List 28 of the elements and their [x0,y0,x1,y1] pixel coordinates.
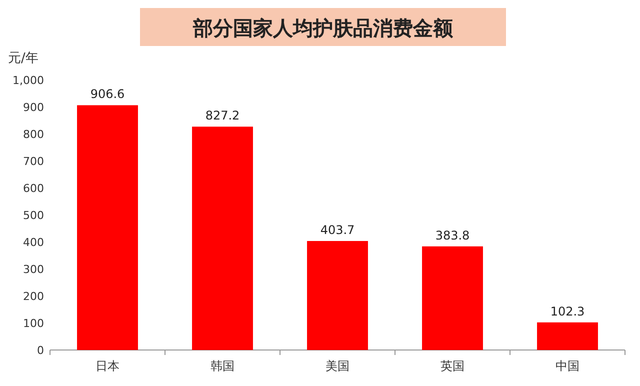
bar [77,105,138,350]
y-tick-label: 200 [23,290,44,303]
y-tick-label: 100 [23,317,44,330]
x-tick-label: 日本 [96,359,120,373]
data-label: 102.3 [550,304,585,318]
bar [537,322,598,350]
bar [307,241,368,350]
y-tick-label: 500 [23,209,44,222]
y-tick-label: 300 [23,263,44,276]
y-tick-label: 1,000 [12,74,44,87]
bar [422,246,483,350]
data-label: 383.8 [435,228,470,242]
y-tick-label: 400 [23,236,44,249]
x-tick-label: 英国 [440,359,464,373]
chart-title: 部分国家人均护肤品消费金额 [192,16,454,40]
data-label: 403.7 [320,223,355,237]
y-tick-label: 700 [23,155,44,168]
x-tick-label: 韩国 [210,359,234,373]
y-tick-label: 900 [23,101,44,114]
x-tick-label: 中国 [556,359,580,373]
data-label: 906.6 [90,87,125,102]
bar [192,126,253,350]
x-tick-label: 美国 [326,359,350,373]
y-tick-label: 800 [23,128,44,141]
y-axis-title: 元/年 [8,51,38,66]
y-tick-label: 600 [23,182,44,195]
data-label: 827.2 [205,108,240,123]
y-tick-label: 0 [37,344,44,357]
